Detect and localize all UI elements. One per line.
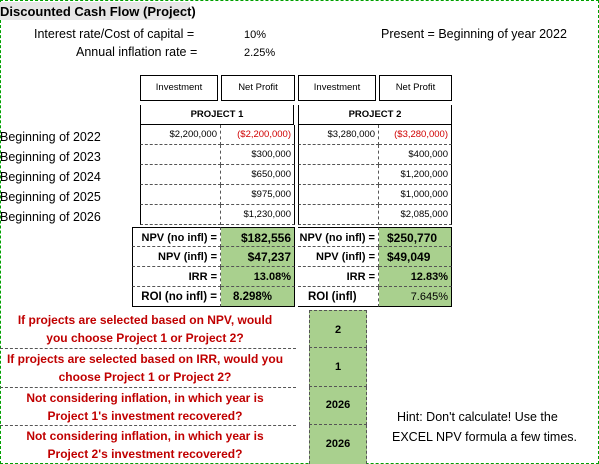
question-divider-1 bbox=[0, 348, 296, 349]
year-label-2023: Beginning of 2023 bbox=[0, 150, 101, 164]
p1-profit-2025[interactable]: $975,000 bbox=[221, 185, 295, 205]
answer-1[interactable]: 2 bbox=[309, 310, 367, 348]
p1-investment-2026[interactable] bbox=[140, 205, 221, 225]
answer-2[interactable]: 1 bbox=[309, 348, 367, 387]
hint-line-1: Hint: Don't calculate! Use the bbox=[397, 410, 558, 424]
p2-investment-2023[interactable] bbox=[298, 145, 379, 165]
p2-profit-2026[interactable]: $2,085,000 bbox=[379, 205, 452, 225]
p1-investment-2025[interactable] bbox=[140, 185, 221, 205]
answer-4[interactable]: 2026 bbox=[309, 425, 367, 464]
p2-npv-noinfl-value[interactable]: $250,770 bbox=[379, 227, 452, 247]
year-label-2022: Beginning of 2022 bbox=[0, 130, 101, 144]
year-label-2024: Beginning of 2024 bbox=[0, 170, 101, 184]
present-label: Present = Beginning of year 2022 bbox=[381, 27, 567, 41]
p1-npv-noinfl-value[interactable]: $182,556 bbox=[221, 227, 295, 247]
answer-3[interactable]: 2026 bbox=[309, 387, 367, 425]
p1-irr-value[interactable]: 13.08% bbox=[221, 267, 295, 287]
p2-profit-2022[interactable]: ($3,280,000) bbox=[379, 125, 452, 145]
p1-profit-2026[interactable]: $1,230,000 bbox=[221, 205, 295, 225]
p1-profit-2023[interactable]: $300,000 bbox=[221, 145, 295, 165]
p1-investment-2024[interactable] bbox=[140, 165, 221, 185]
interest-rate-label: Interest rate/Cost of capital = bbox=[34, 27, 195, 41]
p1-roi-label: ROI (no infl) = bbox=[132, 287, 221, 307]
header-investment-1: Investment bbox=[140, 75, 218, 101]
question-1-line2: you choose Project 1 or Project 2? bbox=[46, 331, 244, 345]
question-divider-2 bbox=[0, 387, 296, 388]
p2-npv-noinfl-label: NPV (no infl) = bbox=[298, 227, 379, 247]
p1-npv-noinfl-label: NPV (no infl) = bbox=[132, 227, 221, 247]
header-net-profit-2: Net Profit bbox=[379, 75, 452, 101]
p1-investment-2022[interactable]: $2,200,000 bbox=[140, 125, 221, 145]
p1-investment-2023[interactable] bbox=[140, 145, 221, 165]
p2-npv-infl-label: NPV (infl) = bbox=[298, 247, 379, 267]
p2-roi-label: ROI (infl) bbox=[298, 287, 379, 307]
header-net-profit-1: Net Profit bbox=[221, 75, 295, 101]
year-label-2025: Beginning of 2025 bbox=[0, 190, 101, 204]
year-label-2026: Beginning of 2026 bbox=[0, 210, 101, 224]
hint-line-2: EXCEL NPV formula a few times. bbox=[392, 430, 578, 444]
p2-profit-2025[interactable]: $1,000,000 bbox=[379, 185, 452, 205]
p2-profit-2024[interactable]: $1,200,000 bbox=[379, 165, 452, 185]
project-1-title: PROJECT 1 bbox=[140, 105, 294, 125]
interest-rate-value[interactable]: 10% bbox=[244, 29, 267, 41]
p1-profit-2024[interactable]: $650,000 bbox=[221, 165, 295, 185]
question-divider-3 bbox=[0, 425, 296, 426]
question-4-line1: Not considering inflation, in which year… bbox=[26, 429, 264, 443]
p1-roi-value[interactable]: 8.298% bbox=[221, 287, 295, 307]
p2-investment-2026[interactable] bbox=[298, 205, 379, 225]
p2-roi-value[interactable]: 7.645% bbox=[379, 287, 452, 307]
question-2-line1: If projects are selected based on IRR, w… bbox=[6, 352, 284, 366]
title-bar bbox=[0, 2, 190, 20]
page-title: Discounted Cash Flow (Project) bbox=[0, 4, 196, 19]
p1-irr-label: IRR = bbox=[132, 267, 221, 287]
p1-npv-infl-value[interactable]: $47,237 bbox=[221, 247, 295, 267]
question-3-line1: Not considering inflation, in which year… bbox=[26, 391, 264, 405]
inflation-rate-label: Annual inflation rate = bbox=[76, 45, 198, 59]
inflation-rate-value[interactable]: 2.25% bbox=[244, 47, 276, 59]
question-4-line2: Project 2's investment recovered? bbox=[47, 447, 243, 461]
p2-irr-label: IRR = bbox=[298, 267, 379, 287]
p2-investment-2024[interactable] bbox=[298, 165, 379, 185]
question-3-line2: Project 1's investment recovered? bbox=[47, 409, 243, 423]
question-1-line1: If projects are selected based on NPV, w… bbox=[17, 313, 273, 327]
project-2-title: PROJECT 2 bbox=[298, 105, 452, 125]
p2-investment-2025[interactable] bbox=[298, 185, 379, 205]
question-2-line2: choose Project 1 or Project 2? bbox=[58, 370, 232, 384]
p2-investment-2022[interactable]: $3,280,000 bbox=[298, 125, 379, 145]
p1-npv-infl-label: NPV (infl) = bbox=[132, 247, 221, 267]
p2-irr-value[interactable]: 12.83% bbox=[379, 267, 452, 287]
p2-profit-2023[interactable]: $400,000 bbox=[379, 145, 452, 165]
header-investment-2: Investment bbox=[298, 75, 376, 101]
p2-npv-infl-value[interactable]: $49,049 bbox=[379, 247, 452, 267]
p1-profit-2022[interactable]: ($2,200,000) bbox=[221, 125, 295, 145]
